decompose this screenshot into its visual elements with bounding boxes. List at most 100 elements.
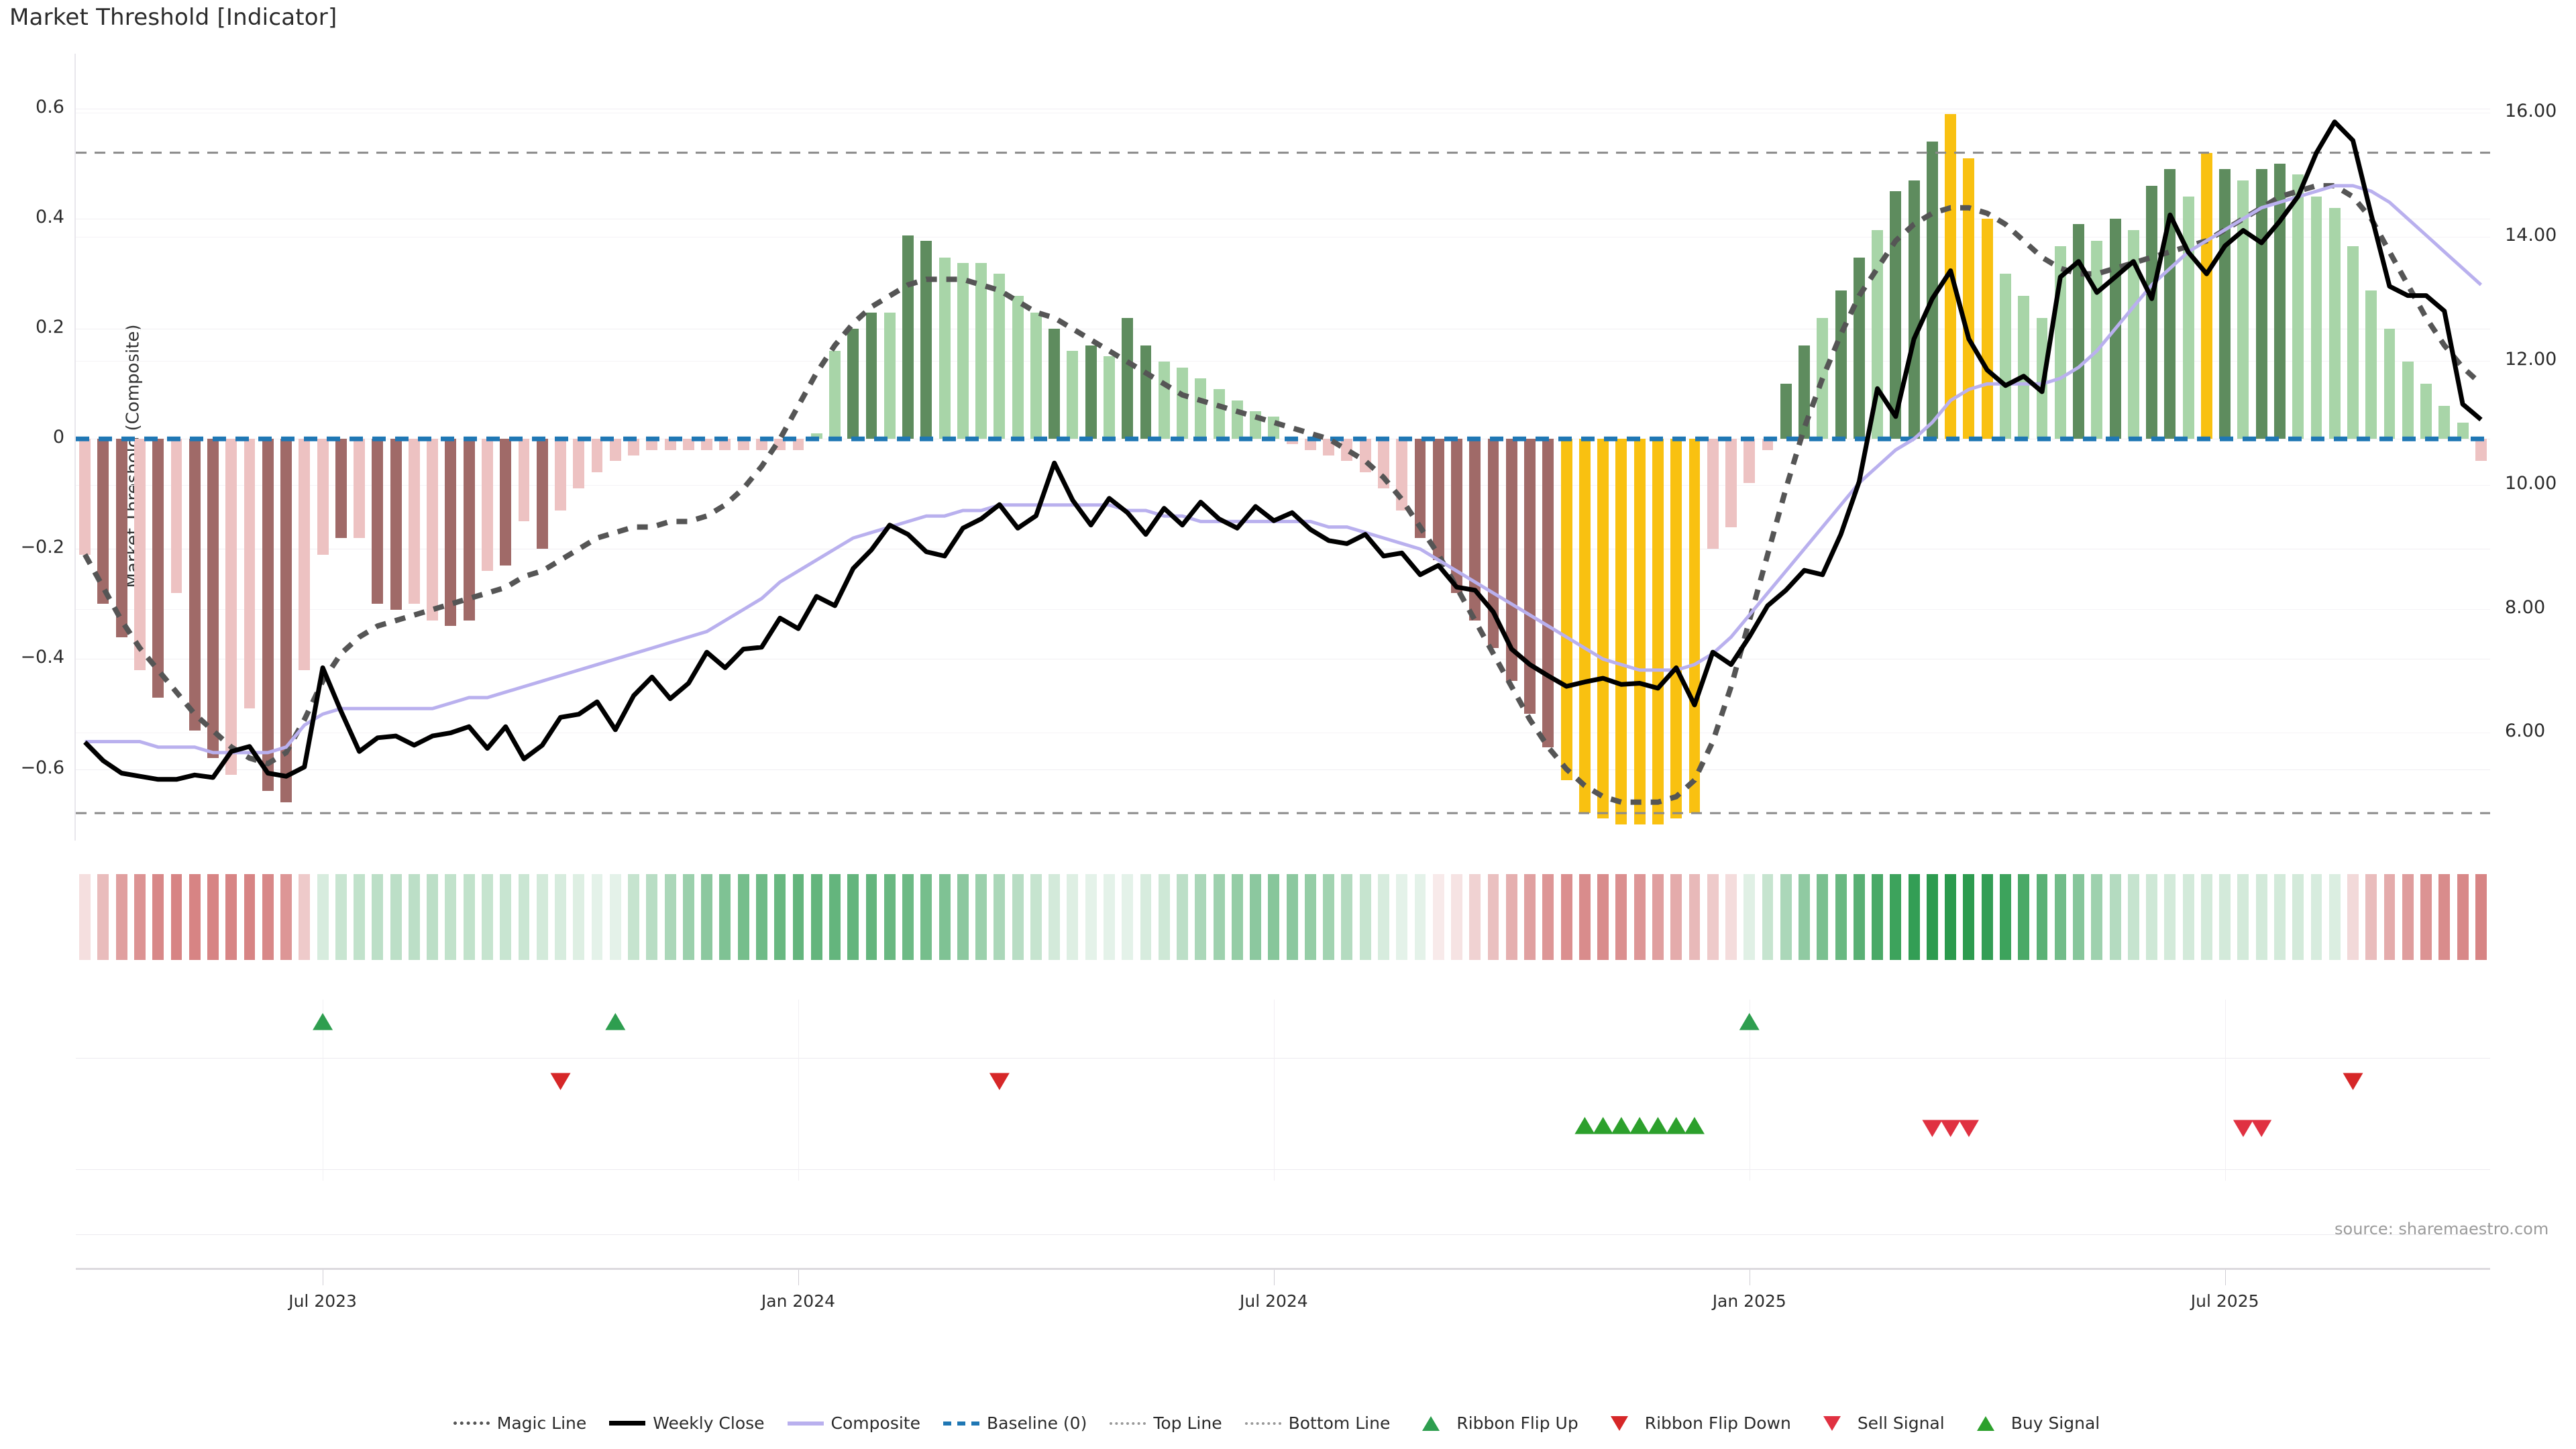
histogram-bar	[189, 439, 201, 731]
legend-label: Bottom Line	[1288, 1413, 1391, 1433]
legend-item[interactable]: Composite	[787, 1413, 920, 1433]
histogram-bar	[518, 439, 530, 522]
histogram-bar	[664, 439, 676, 450]
marker-row-rule	[76, 1169, 2490, 1170]
histogram-bar	[445, 439, 457, 627]
y-axis-right-tick: 10.00	[2505, 472, 2557, 494]
histogram-bar	[2018, 295, 2030, 439]
ribbon-strip-cell	[133, 874, 146, 960]
ribbon-strip-cell	[170, 874, 182, 960]
legend-item[interactable]: Bottom Line	[1244, 1413, 1391, 1433]
ribbon-strip-cell	[920, 874, 932, 960]
histogram-bar	[2438, 406, 2451, 439]
histogram-bar	[170, 439, 182, 593]
histogram-bar	[2036, 317, 2048, 439]
histogram-bar	[1926, 142, 1938, 439]
legend-item[interactable]: Ribbon Flip Down	[1601, 1413, 1791, 1433]
legend-item[interactable]: Sell Signal	[1814, 1413, 1945, 1433]
histogram-bar	[682, 439, 694, 450]
histogram-bar	[152, 439, 164, 698]
histogram-bar	[1030, 312, 1042, 439]
histogram-bar	[536, 439, 548, 549]
sell-signal-marker	[1922, 1120, 1943, 1137]
legend-label: Top Line	[1153, 1413, 1222, 1433]
histogram-bar	[2420, 384, 2432, 439]
ribbon-strip-cell	[957, 874, 969, 960]
ribbon-strip-cell	[573, 874, 585, 960]
legend-item[interactable]: Weekly Close	[609, 1413, 765, 1433]
histogram-bar	[280, 439, 292, 802]
ribbon-strip-cell	[317, 874, 329, 960]
histogram-bar	[1652, 439, 1664, 824]
x-axis-tickmark	[798, 1268, 799, 1285]
histogram-bar	[427, 439, 439, 621]
histogram-bar	[463, 439, 475, 621]
histogram-bar	[1725, 439, 1737, 527]
legend-label: Sell Signal	[1857, 1413, 1945, 1433]
histogram-bar	[2365, 290, 2377, 439]
triangle-down-icon	[1814, 1415, 1850, 1431]
dotted-line-icon	[453, 1417, 490, 1430]
legend-item[interactable]: Magic Line	[453, 1413, 586, 1433]
ribbon-strip-cell	[2164, 874, 2176, 960]
histogram-bar	[317, 439, 329, 555]
ribbon-strip-cell	[1963, 874, 1975, 960]
y-axis-right-tick: 14.00	[2505, 224, 2557, 246]
ribbon-strip-cell	[1633, 874, 1646, 960]
buy-signal-marker	[1666, 1117, 1686, 1134]
histogram-bar	[2109, 219, 2121, 439]
histogram-bar	[1414, 439, 1426, 538]
ribbon-strip-cell	[1122, 874, 1134, 960]
y-axis-right-tick: 8.00	[2505, 596, 2546, 618]
histogram-bar	[1140, 345, 1152, 439]
histogram-bar	[2127, 229, 2139, 439]
histogram-bar	[2091, 240, 2103, 439]
ribbon-strip-cell	[2200, 874, 2212, 960]
histogram-bar	[2273, 164, 2286, 439]
histogram-bar	[1067, 351, 1079, 439]
y-axis-left-tick: 0	[52, 427, 64, 448]
ribbon-strip-cell	[2347, 874, 2359, 960]
ribbon-strip-cell	[829, 874, 841, 960]
ribbon-strip-cell	[1799, 874, 1810, 960]
histogram-bar	[1268, 417, 1280, 439]
sell-signal-marker	[2251, 1120, 2272, 1137]
triangle-up-icon	[1413, 1415, 1449, 1431]
ribbon-strip-cell	[737, 874, 749, 960]
ribbon-strip-cell	[2036, 874, 2048, 960]
histogram-bar	[2475, 439, 2487, 462]
ribbon-strip-cell	[1304, 874, 1316, 960]
histogram-bar	[2200, 152, 2212, 439]
sell-signal-marker	[2233, 1120, 2253, 1137]
histogram-bar	[1487, 439, 1499, 649]
histogram-bar	[829, 351, 841, 439]
legend-item[interactable]: Top Line	[1110, 1413, 1222, 1433]
ribbon-strip-cell	[2182, 874, 2194, 960]
ribbon-strip-cell	[1195, 874, 1207, 960]
histogram-bar	[1231, 400, 1243, 439]
ribbon-strip-cell	[207, 874, 219, 960]
y-axis-right-tick: 6.00	[2505, 720, 2546, 742]
histogram-bar	[482, 439, 493, 572]
ribbon-strip-cell	[883, 874, 896, 960]
ribbon-strip-cell	[1140, 874, 1152, 960]
ribbon-strip-cell	[390, 874, 402, 960]
histogram-bar	[994, 274, 1006, 439]
ribbon-strip-cell	[792, 874, 804, 960]
legend-label: Baseline (0)	[986, 1413, 1087, 1433]
legend-item[interactable]: Buy Signal	[1968, 1413, 2100, 1433]
histogram-bar	[792, 439, 804, 450]
histogram-bar	[133, 439, 146, 670]
x-axis-tick: Jul 2024	[1239, 1291, 1308, 1311]
ribbon-strip-cell	[1524, 874, 1536, 960]
histogram-bar	[2146, 185, 2158, 439]
ribbon-strip-cell	[609, 874, 621, 960]
ribbon-strip-cell	[1158, 874, 1170, 960]
ribbon-strip-cell	[555, 874, 566, 960]
legend-item[interactable]: Baseline (0)	[943, 1413, 1087, 1433]
ribbon-strip-cell	[1945, 874, 1957, 960]
histogram-bar	[1633, 439, 1646, 824]
buy-signal-marker	[1611, 1117, 1631, 1134]
histogram-bar	[1743, 439, 1756, 483]
legend-item[interactable]: Ribbon Flip Up	[1413, 1413, 1578, 1433]
